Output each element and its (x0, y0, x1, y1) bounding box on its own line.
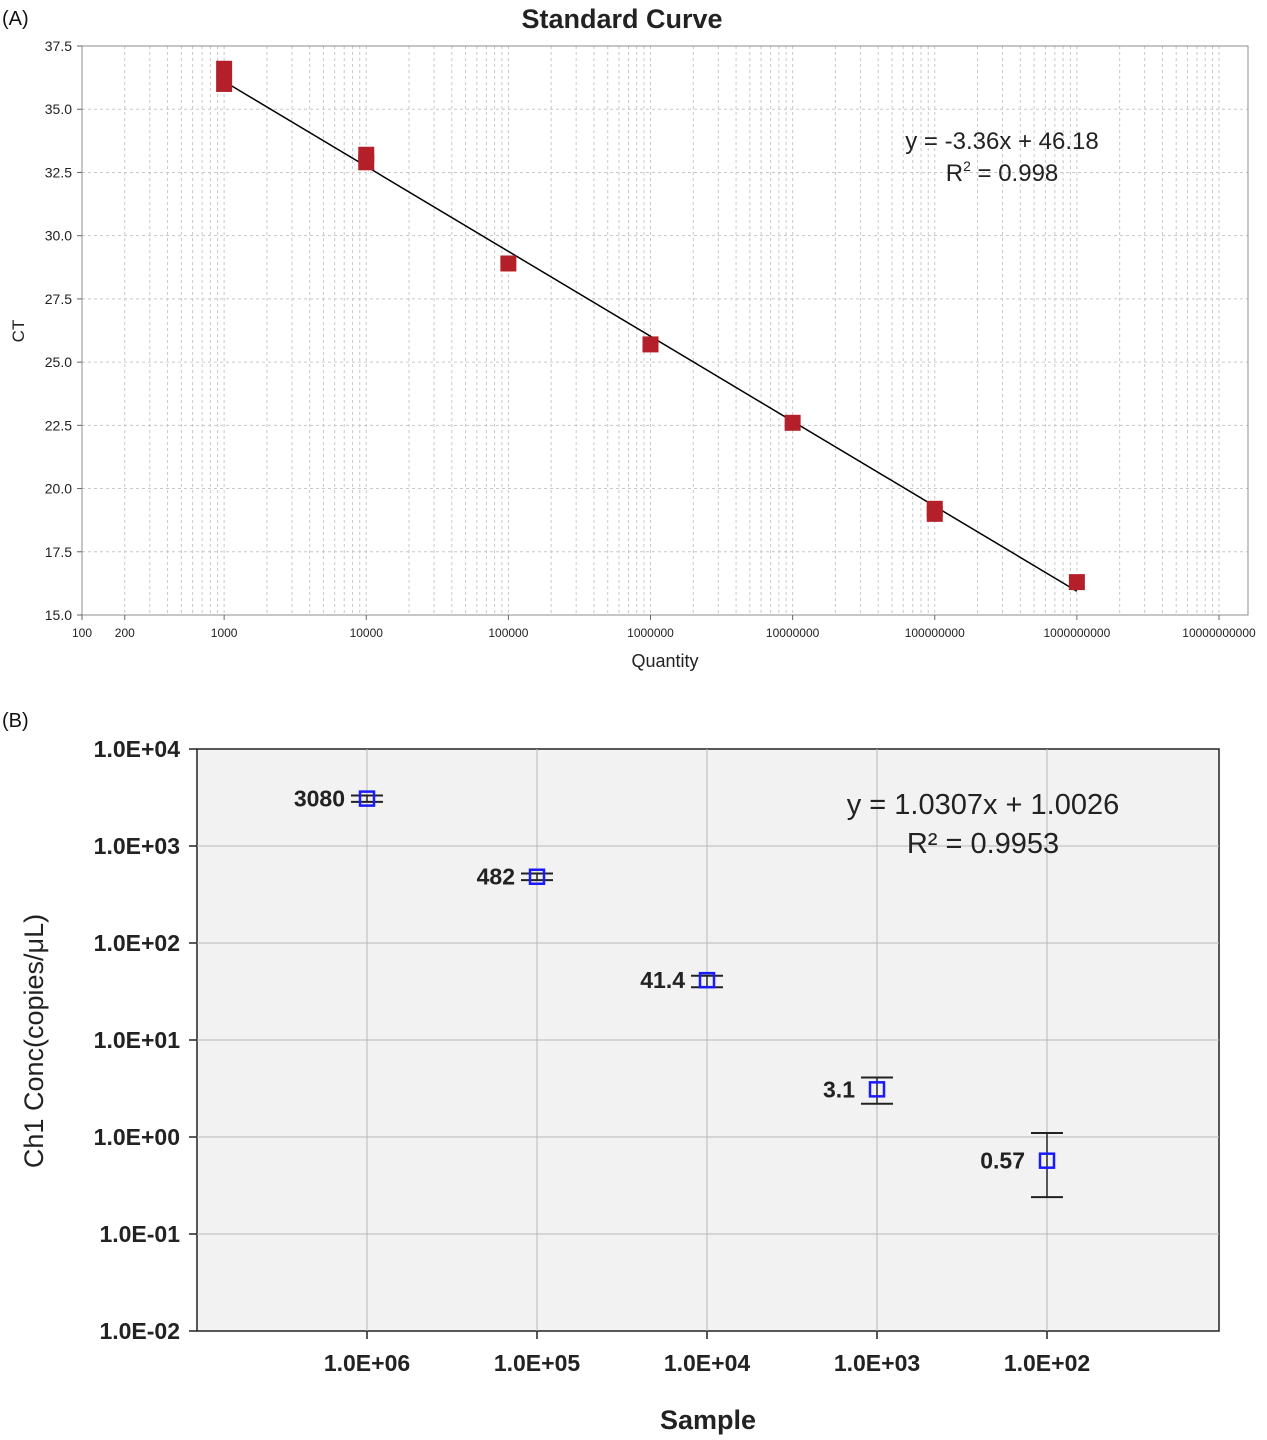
chart-a-y-ticks: 15.0 17.5 20.0 22.5 25.0 27.5 30.0 32.5 35.0 37.5 (45, 38, 82, 623)
chart-a-points (216, 60, 1085, 591)
chart-b-equation: y = 1.0307x + 1.0026 (847, 789, 1120, 821)
chart-a-y-label: CT (9, 320, 28, 343)
chart-b-data-point (1038, 1152, 1056, 1169)
chart-b-x-ticks: 1.0E+06 1.0E+05 1.0E+04 1.0E+03 1.0E+02 (324, 1331, 1090, 1376)
chart-a-x-tick-label: 200 (115, 626, 135, 640)
chart-a-x-tick-label: 100000000 (905, 626, 965, 640)
chart-a-grid (81, 45, 1248, 616)
chart-a-data-point (642, 336, 659, 353)
ddpcr-concentration-chart: 1.0E+04 1.0E+03 1.0E+02 1.0E+01 1.0E+00 1.0E-… (19, 736, 1220, 1435)
chart-b-x-tick-label: 1.0E+03 (834, 1350, 920, 1376)
chart-a-y-tick-label: 35.0 (45, 101, 72, 117)
chart-a-title: Standard Curve (521, 4, 722, 34)
chart-b-points: 3080 482 41.4 3.1 0.57 (294, 786, 1063, 1199)
chart-b-y-tick-label: 1.0E+01 (94, 1027, 181, 1053)
chart-a-y-tick-label: 22.5 (45, 417, 72, 433)
chart-a-data-point (926, 505, 943, 522)
panel-label-b: (B) (2, 710, 29, 732)
chart-b-point-label: 0.57 (980, 1148, 1025, 1174)
chart-b-data-point (868, 1081, 886, 1098)
chart-b-data-point (698, 971, 716, 989)
chart-a-data-point (1068, 574, 1085, 591)
chart-a-y-tick-label: 20.0 (45, 481, 72, 497)
chart-b-x-tick-label: 1.0E+06 (324, 1350, 410, 1376)
chart-b-y-ticks: 1.0E+04 1.0E+03 1.0E+02 1.0E+01 1.0E+00 1.0E-… (94, 736, 197, 1344)
chart-a-x-ticks: 100 200 1000 10000 100000 1000000 10000000 1000… (72, 615, 1256, 640)
chart-b-data-point (528, 868, 546, 885)
chart-a-x-tick-label: 100000 (488, 626, 528, 640)
chart-a-equation: y = -3.36x + 46.18 (905, 128, 1098, 155)
chart-a-x-tick-label: 10000000 (766, 626, 820, 640)
chart-a-data-point (358, 154, 375, 171)
chart-b-x-tick-label: 1.0E+04 (664, 1350, 751, 1376)
chart-b-x-tick-label: 1.0E+05 (494, 1350, 581, 1376)
chart-a-y-tick-label: 37.5 (45, 38, 72, 54)
chart-a-y-tick-label: 17.5 (45, 544, 72, 560)
chart-b-x-tick-label: 1.0E+02 (1004, 1350, 1090, 1376)
panel-label-a: (A) (2, 8, 29, 30)
chart-a-y-tick-label: 30.0 (45, 228, 72, 244)
chart-a-r2-prefix: R (946, 160, 963, 187)
chart-a-x-tick-label: 1000000 (627, 626, 674, 640)
chart-a-y-tick-label: 25.0 (45, 354, 72, 370)
chart-a-r2: R2 = 0.998 (946, 158, 1059, 187)
chart-a-x-label: Quantity (631, 651, 698, 671)
chart-b-y-tick-label: 1.0E+00 (94, 1124, 180, 1150)
chart-a-x-tick-label: 1000 (211, 626, 238, 640)
chart-b-point-label: 41.4 (640, 967, 685, 993)
chart-b-grid (197, 749, 1219, 1331)
chart-b-y-tick-label: 1.0E-02 (99, 1318, 180, 1344)
chart-a-r2-sup: 2 (963, 158, 971, 174)
standard-curve-chart: Standard Curve 15.0 17.5 20.0 22.5 25.0 27.5 3… (9, 4, 1256, 671)
chart-a-y-tick-label: 15.0 (45, 607, 72, 623)
chart-a-data-point (784, 414, 801, 431)
chart-b-point-label: 3.1 (823, 1076, 855, 1102)
chart-a-x-tick-label: 1000000000 (1044, 626, 1111, 640)
chart-b-x-label: Sample (660, 1405, 756, 1435)
chart-a-plot-frame (81, 45, 1249, 616)
chart-a-data-point (216, 75, 233, 92)
chart-a-y-tick-label: 27.5 (45, 291, 72, 307)
chart-b-r2: R² = 0.9953 (907, 828, 1059, 860)
chart-a-x-tick-label: 10000 (350, 626, 384, 640)
chart-a-y-tick-label: 32.5 (45, 164, 72, 180)
chart-a-data-point (500, 255, 517, 272)
chart-b-point-label: 482 (477, 864, 515, 890)
chart-b-point-label: 3080 (294, 786, 345, 812)
chart-b-y-label: Ch1 Conc(copies/μL) (19, 914, 49, 1168)
chart-b-y-tick-label: 1.0E-01 (99, 1221, 180, 1247)
chart-b-data-point (358, 790, 376, 807)
chart-b-y-tick-label: 1.0E+03 (94, 833, 180, 859)
chart-a-data-point (216, 60, 233, 77)
chart-a-r2-value: = 0.998 (971, 160, 1058, 187)
chart-b-y-tick-label: 1.0E+02 (94, 930, 180, 956)
chart-a-x-tick-label: 10000000000 (1182, 626, 1256, 640)
chart-a-x-tick-label: 100 (72, 626, 92, 640)
chart-b-y-tick-label: 1.0E+04 (94, 736, 181, 762)
